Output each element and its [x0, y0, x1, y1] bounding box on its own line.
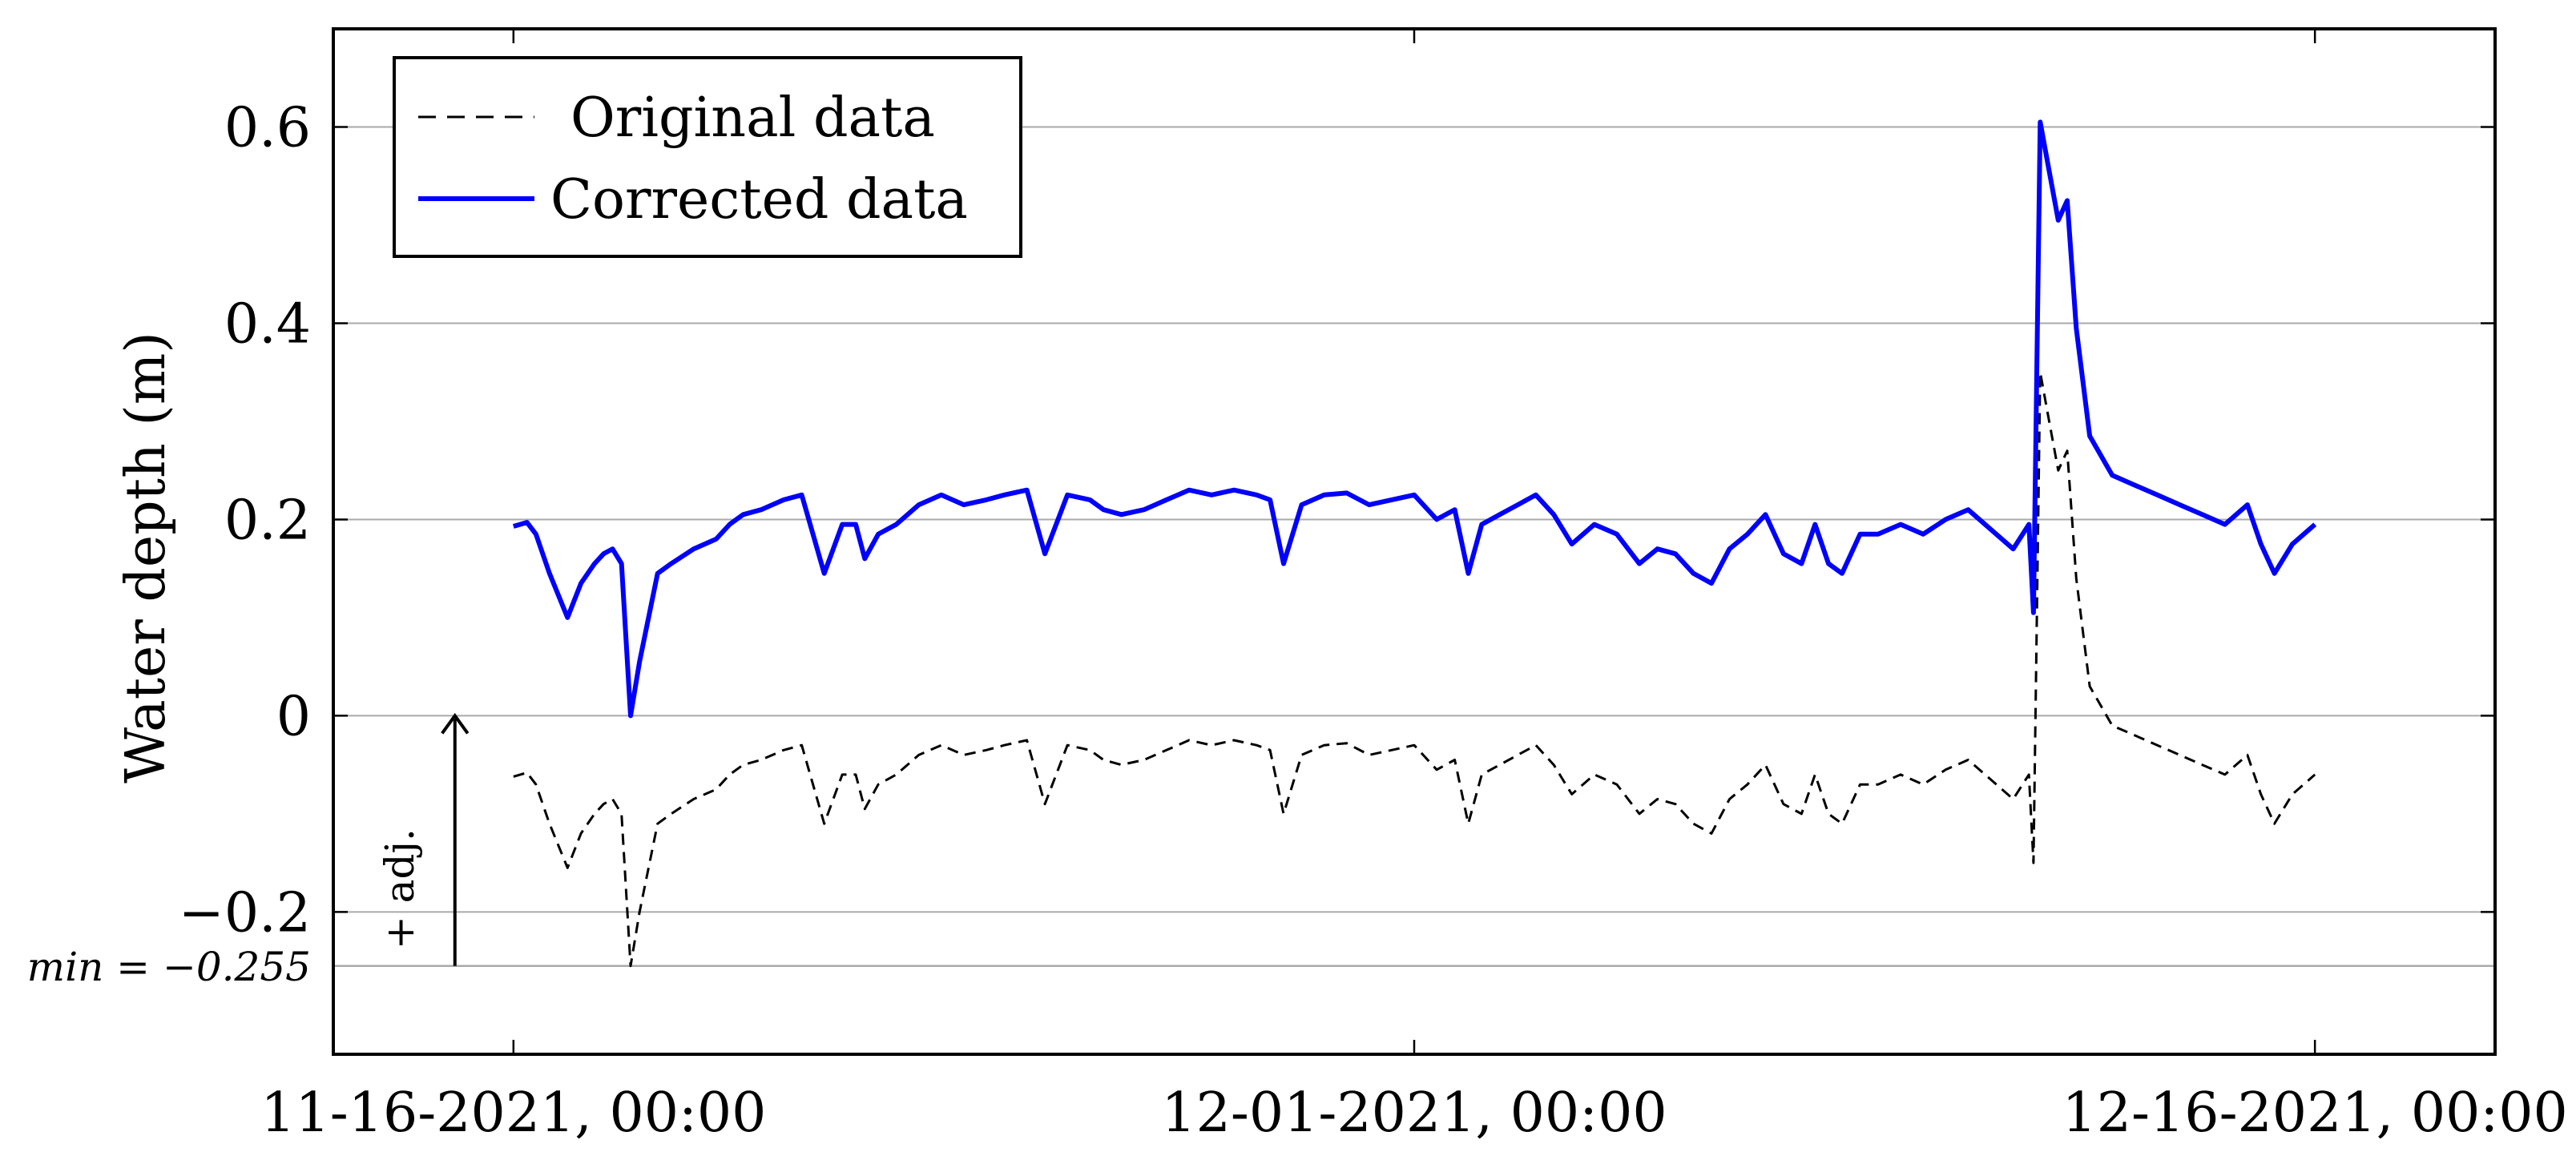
y-axis-title: Water depth (m) — [115, 332, 178, 783]
y-tick-label: 0.2 — [224, 489, 311, 552]
x-tick-label: 11-16-2021, 00:00 — [260, 1081, 766, 1145]
legend: Original data Corrected data — [393, 56, 1022, 258]
y-tick-label: −0.2 — [179, 881, 311, 945]
y-tick-label: 0.4 — [224, 292, 311, 356]
legend-box — [393, 56, 1022, 258]
series-original-line — [513, 371, 2316, 968]
x-tick-label: 12-01-2021, 00:00 — [1161, 1081, 1667, 1145]
legend-label-original: Original data — [570, 87, 935, 150]
min-value-label: min = −0.255 — [27, 944, 311, 990]
adjustment-arrow-head — [441, 713, 470, 735]
series-corrected-line — [512, 119, 2317, 719]
legend-label-corrected: Corrected data — [550, 168, 968, 232]
y-tick-label: 0 — [276, 685, 311, 748]
plot-area-frame — [332, 27, 2497, 1056]
x-tick-label: 12-16-2021, 00:00 — [2062, 1081, 2568, 1145]
adjustment-arrow-label: + adj. — [377, 828, 423, 949]
y-tick-label: 0.6 — [224, 96, 311, 159]
